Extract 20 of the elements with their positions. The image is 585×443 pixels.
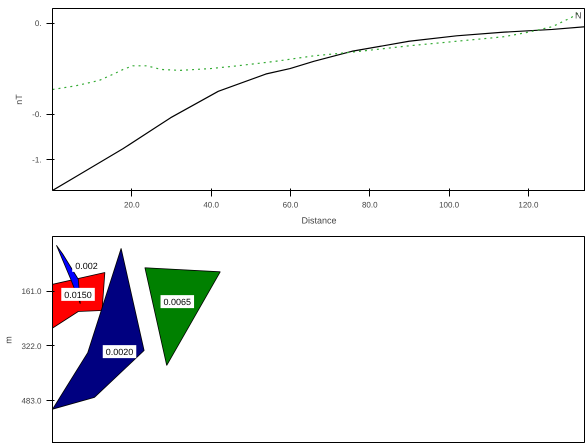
- y-tick-label: -0.: [32, 110, 42, 120]
- x-tick-label: 40.0: [203, 200, 220, 210]
- x-tick-label: 20.0: [124, 200, 140, 210]
- y-tick-label: 161.0: [21, 287, 42, 296]
- y-axis-title: m: [3, 336, 14, 344]
- y-tick-label: 322.0: [21, 342, 42, 351]
- y-tick-label: 0.: [34, 19, 42, 28]
- x-tick-label: 80.0: [362, 200, 378, 210]
- annotation: 0.002: [75, 260, 98, 271]
- annotation: N: [575, 10, 582, 20]
- x-tick-label: 100.0: [439, 200, 460, 210]
- x-tick-label: 60.0: [282, 200, 299, 210]
- x-tick-label: 120.0: [518, 200, 539, 210]
- annotation: 0.0150: [64, 290, 92, 300]
- y-axis-title: nT: [14, 94, 24, 105]
- annotation: 0.0065: [164, 297, 192, 308]
- y-tick-label: -1.: [32, 156, 42, 165]
- y-tick-label: 483.0: [21, 396, 42, 406]
- x-axis-title: Distance: [301, 216, 337, 226]
- annotation: 0.0020: [106, 347, 134, 358]
